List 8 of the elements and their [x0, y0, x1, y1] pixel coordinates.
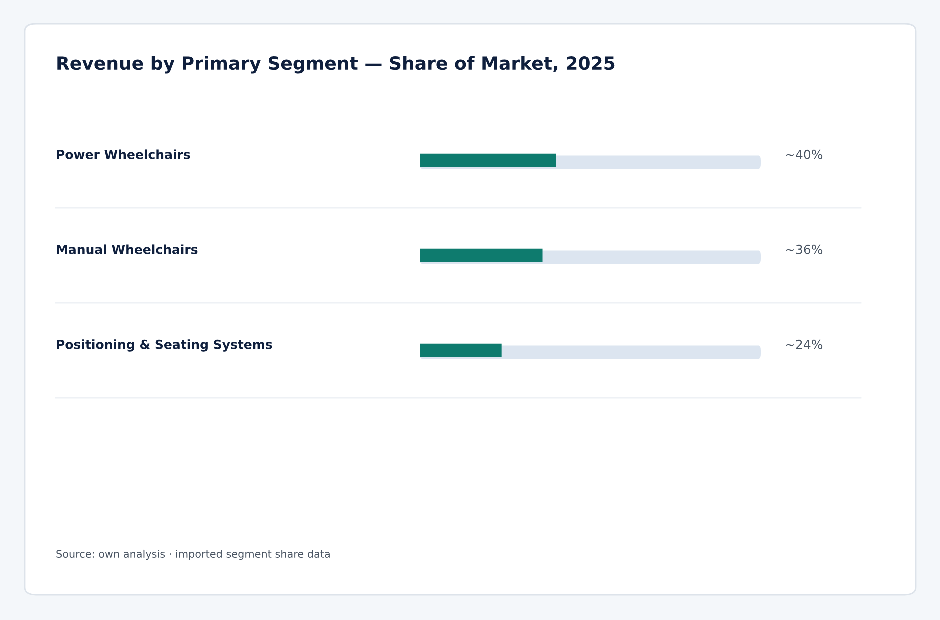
data-label: ~40% — [786, 150, 823, 160]
y-tick-label: Power Wheelchairs — [57, 150, 190, 160]
chart-title: Revenue by Primary Segment — Share of Market, 2025 — [58, 56, 615, 74]
data-label: ~24% — [786, 340, 823, 350]
y-tick-label: Manual Wheelchairs — [57, 244, 198, 254]
data-label: ~36% — [786, 244, 823, 254]
source-note: Source: own analysis · imported segment share data — [56, 550, 330, 560]
y-tick-label: Positioning & Seating Systems — [57, 340, 272, 352]
